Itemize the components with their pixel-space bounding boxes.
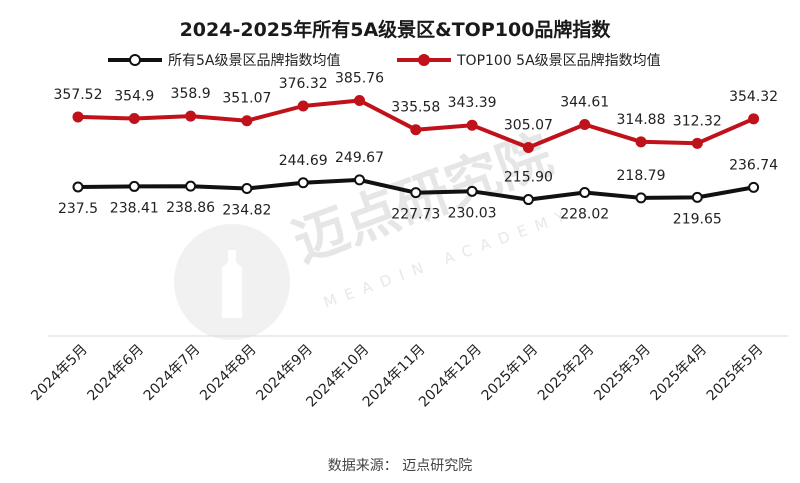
x-tick-label: 2025年1月	[479, 342, 542, 405]
data-label-all-3: 234.82	[222, 203, 271, 219]
data-point-all-6	[410, 187, 422, 199]
data-label-top100-10: 314.88	[617, 112, 666, 128]
data-label-all-1: 238.41	[110, 200, 159, 216]
data-point-all-7	[466, 185, 478, 197]
data-label-top100-6: 335.58	[391, 100, 440, 116]
x-tick-label: 2024年6月	[85, 342, 148, 405]
chart-title: 2024-2025年所有5A级景区&TOP100品牌指数	[180, 18, 612, 41]
data-label-all-0: 237.5	[58, 201, 98, 217]
legend-item-top100: TOP100 5A级景区品牌指数均值	[397, 52, 661, 69]
data-label-all-11: 219.65	[673, 211, 722, 227]
data-point-all-2	[185, 180, 197, 192]
data-label-all-8: 215.90	[504, 170, 553, 186]
legend: 所有5A级景区品牌指数均值 TOP100 5A级景区品牌指数均值	[108, 52, 661, 69]
watermark-tower-icon	[222, 250, 242, 318]
legend-label-all: 所有5A级景区品牌指数均值	[168, 52, 340, 69]
x-axis: 2024年5月2024年6月2024年7月2024年8月2024年9月2024年…	[28, 335, 788, 411]
legend-label-top100: TOP100 5A级景区品牌指数均值	[456, 52, 661, 69]
data-label-top100-12: 354.32	[729, 89, 778, 105]
data-point-all-5	[354, 174, 365, 186]
data-label-all-12: 236.74	[729, 157, 778, 173]
data-point-all-12	[748, 181, 760, 193]
data-point-all-11	[691, 191, 703, 203]
data-point-all-9	[579, 186, 591, 198]
data-point-top100-4	[297, 100, 309, 112]
data-label-top100-7: 343.39	[448, 95, 497, 111]
data-point-top100-6	[410, 124, 422, 136]
data-point-top100-12	[748, 113, 760, 125]
data-point-top100-11	[691, 137, 703, 149]
x-tick-label: 2025年3月	[591, 342, 654, 405]
data-label-top100-3: 351.07	[222, 91, 271, 107]
data-label-top100-8: 305.07	[504, 118, 553, 134]
data-point-top100-9	[579, 118, 591, 130]
series-layer: 237.5 238.41 238.86 234.82 244.69 249.67 227.7…	[54, 70, 779, 227]
x-tick-label: 2024年5月	[28, 342, 91, 405]
legend-item-all: 所有5A级景区品牌指数均值	[108, 52, 340, 69]
data-point-top100-5	[354, 94, 365, 106]
legend-marker-all	[129, 54, 141, 66]
data-point-top100-3	[241, 115, 253, 127]
data-label-top100-11: 312.32	[673, 113, 722, 129]
data-point-all-8	[522, 194, 534, 206]
source-note: 数据来源： 迈点研究院	[328, 458, 472, 474]
data-label-all-5: 249.67	[335, 150, 384, 166]
data-point-top100-7	[466, 119, 478, 131]
data-point-all-3	[241, 183, 253, 195]
data-label-all-7: 230.03	[448, 205, 497, 221]
data-point-top100-0	[72, 111, 84, 123]
data-label-top100-5: 385.76	[335, 70, 384, 86]
data-point-all-4	[297, 177, 309, 189]
series-top100: 357.52 354.9 358.9 351.07 376.32 385.76 335.58…	[54, 70, 778, 154]
data-point-top100-8	[522, 142, 534, 154]
data-label-top100-4: 376.32	[279, 76, 328, 92]
data-label-all-2: 238.86	[166, 200, 215, 216]
x-tick-label: 2025年5月	[704, 342, 767, 405]
data-label-all-6: 227.73	[391, 207, 440, 223]
x-tick-label: 2024年8月	[197, 342, 260, 405]
data-point-top100-2	[185, 110, 197, 122]
series-all: 237.5 238.41 238.86 234.82 244.69 249.67 227.7…	[58, 150, 778, 228]
data-point-all-1	[128, 180, 140, 192]
data-label-top100-9: 344.61	[560, 94, 609, 110]
data-label-top100-2: 358.9	[171, 86, 211, 102]
x-tick-label: 2025年4月	[648, 342, 711, 405]
legend-marker-top100	[418, 54, 430, 66]
data-label-all-4: 244.69	[279, 153, 328, 169]
data-point-all-10	[635, 192, 647, 204]
x-tick-labels: 2024年5月2024年6月2024年7月2024年8月2024年9月2024年…	[28, 342, 766, 411]
data-label-all-9: 228.02	[560, 206, 609, 222]
data-point-top100-10	[635, 136, 647, 148]
data-label-top100-0: 357.52	[54, 87, 103, 103]
data-point-all-0	[72, 181, 84, 193]
data-label-all-10: 218.79	[617, 168, 666, 184]
x-tick-label: 2025年2月	[535, 342, 598, 405]
data-point-top100-1	[128, 112, 140, 124]
data-label-top100-1: 354.9	[114, 88, 154, 104]
x-tick-label: 2024年7月	[141, 342, 204, 405]
